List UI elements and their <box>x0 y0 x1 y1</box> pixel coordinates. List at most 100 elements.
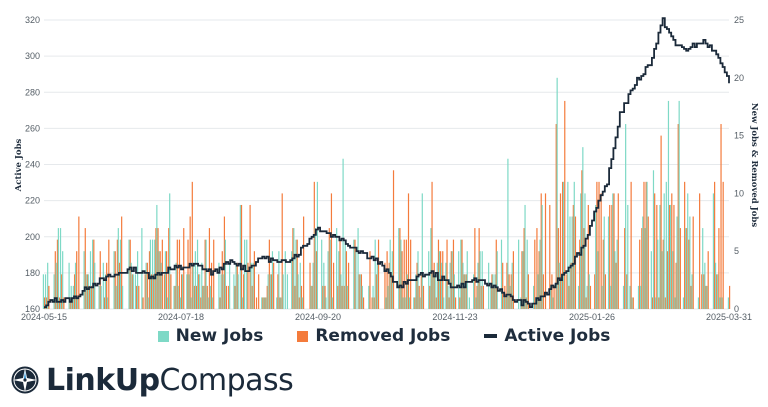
new-jobs-bar <box>655 297 657 309</box>
removed-jobs-bar <box>277 274 279 309</box>
new-jobs-bar <box>524 204 526 309</box>
removed-jobs-bar <box>410 239 412 309</box>
removed-jobs-bar <box>76 251 78 309</box>
y-left-tick-label: 320 <box>25 15 40 25</box>
new-jobs-bar <box>533 285 535 309</box>
new-jobs-bar <box>385 297 387 309</box>
new-jobs-bar <box>42 274 44 309</box>
new-jobs-bar <box>637 285 640 309</box>
removed-jobs-bar <box>720 124 722 309</box>
removed-jobs-bar <box>255 297 258 309</box>
removed-jobs-bar <box>48 285 50 309</box>
removed-jobs-bar <box>46 297 48 309</box>
removed-jobs-bar <box>686 228 688 309</box>
x-tick-label: 2024-05-15 <box>21 312 67 322</box>
new-jobs-bar <box>665 181 667 309</box>
new-jobs-bar <box>687 193 689 309</box>
removed-jobs-bar <box>626 274 628 309</box>
new-jobs-bar <box>509 285 511 309</box>
new-jobs-bar <box>466 251 468 309</box>
removed-jobs-bar <box>219 297 221 309</box>
removed-jobs-bar <box>266 285 268 309</box>
new-jobs-bar <box>158 251 160 309</box>
new-jobs-bar <box>278 251 280 309</box>
new-jobs-bar <box>453 274 455 309</box>
removed-jobs-bar <box>129 239 131 309</box>
removed-jobs-bar <box>253 251 255 309</box>
removed-jobs-bar <box>384 262 386 309</box>
y-left-tick-label: 280 <box>25 87 40 97</box>
new-jobs-bar <box>312 262 314 309</box>
active-jobs-line <box>44 17 730 309</box>
legend-removed-jobs[interactable]: Removed Jobs <box>297 326 450 346</box>
new-jobs-bar <box>503 297 505 309</box>
legend-active-jobs[interactable]: Active Jobs <box>484 326 610 346</box>
y-left-tick-label: 200 <box>25 232 40 242</box>
new-jobs-bar <box>179 297 181 309</box>
new-jobs-bar <box>616 239 618 309</box>
removed-jobs-bar <box>433 262 435 309</box>
removed-jobs-bar <box>247 262 249 309</box>
logo-linkup: LinkUp <box>46 362 160 398</box>
new-jobs-bar <box>541 204 543 309</box>
new-jobs-bar <box>235 262 237 309</box>
new-jobs-bar <box>610 285 612 309</box>
new-jobs-bar <box>727 297 729 309</box>
new-jobs-bar <box>588 274 590 309</box>
new-jobs-bar <box>85 274 87 309</box>
removed-jobs-bar <box>322 285 324 309</box>
removed-jobs-bar <box>562 181 564 309</box>
new-jobs-bar <box>141 228 143 309</box>
removed-jobs-bar <box>414 297 416 309</box>
removed-jobs-bar <box>540 193 542 309</box>
removed-jobs-bar <box>390 274 392 309</box>
new-jobs-bar <box>560 274 563 309</box>
new-jobs-bar <box>676 216 678 309</box>
bars <box>42 77 731 309</box>
removed-jobs-bar <box>347 262 350 309</box>
new-jobs-bar <box>329 239 331 309</box>
removed-jobs-bar <box>482 285 485 309</box>
new-jobs-bar <box>44 274 47 309</box>
removed-jobs-bar <box>508 274 510 309</box>
new-jobs-bar <box>102 262 104 309</box>
new-jobs-bar <box>697 297 700 309</box>
removed-jobs-bar <box>600 193 602 309</box>
removed-jobs-bar <box>313 181 315 309</box>
new-jobs-bar <box>704 262 706 309</box>
removed-jobs-bar <box>446 239 448 309</box>
new-jobs-bar <box>678 100 680 309</box>
new-jobs-bar <box>650 251 652 309</box>
legend-swatch-active-jobs <box>484 334 498 338</box>
removed-jobs-bar <box>521 251 523 309</box>
removed-jobs-bar <box>660 135 662 309</box>
removed-jobs-bar <box>44 297 46 309</box>
new-jobs-bar <box>659 204 661 309</box>
removed-jobs-bar <box>300 285 303 309</box>
removed-jobs-bar <box>153 274 155 309</box>
removed-jobs-bar <box>206 285 208 309</box>
legend-new-jobs[interactable]: New Jobs <box>157 326 263 346</box>
new-jobs-bar <box>194 251 196 309</box>
y-right-tick-label: 10 <box>734 188 744 198</box>
x-axis-ticks: 2024-05-15 2024-07-18 2024-09-20 2024-11-23… <box>21 312 752 322</box>
new-jobs-bar <box>284 251 286 309</box>
new-jobs-bar <box>250 262 252 309</box>
new-jobs-bar <box>89 251 92 309</box>
removed-jobs-bar <box>337 285 339 309</box>
removed-jobs-bar <box>118 262 121 309</box>
removed-jobs-bar <box>699 193 701 309</box>
new-jobs-bar <box>62 251 64 309</box>
new-jobs-bar <box>269 274 271 309</box>
new-jobs-bar <box>83 251 85 309</box>
removed-jobs-bar <box>405 239 407 309</box>
new-jobs-bar <box>117 228 119 309</box>
new-jobs-bar <box>205 239 207 309</box>
removed-jobs-bar <box>93 239 95 309</box>
new-jobs-bar <box>224 239 226 309</box>
new-jobs-bar <box>190 297 192 309</box>
new-jobs-bar <box>436 262 438 309</box>
new-jobs-bar <box>402 297 404 309</box>
removed-jobs-bar <box>716 274 718 309</box>
removed-jobs-bar <box>251 285 253 309</box>
